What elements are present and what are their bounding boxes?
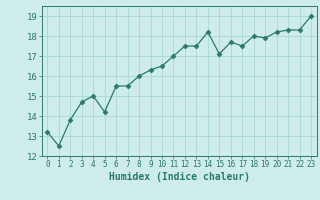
X-axis label: Humidex (Indice chaleur): Humidex (Indice chaleur): [109, 172, 250, 182]
